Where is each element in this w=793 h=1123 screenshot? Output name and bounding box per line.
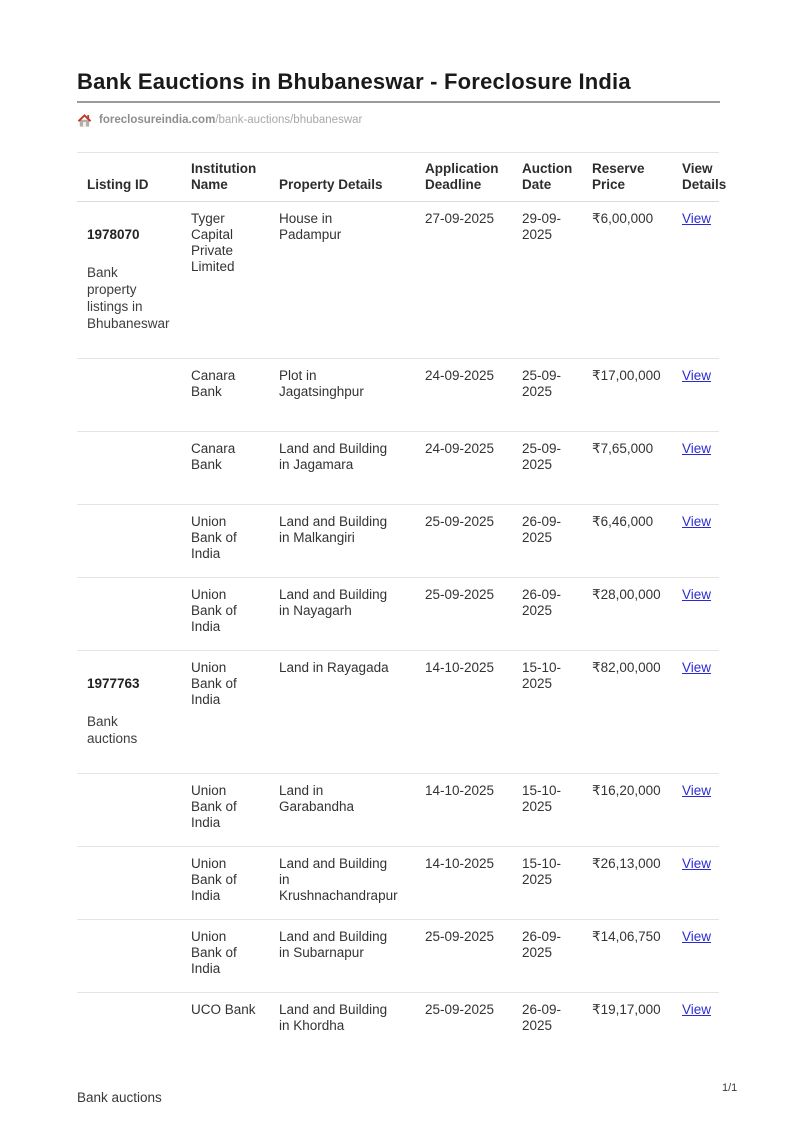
application-deadline: 25-09-2025	[425, 1002, 495, 1017]
property-details: Land and Building in Jagamara	[269, 431, 415, 505]
column-header-property-details: Property Details	[269, 152, 415, 202]
reserve-price: ₹7,65,000	[582, 431, 672, 505]
listing-id: 1978070	[87, 227, 140, 242]
auction-date: 15-10- 2025	[512, 650, 582, 774]
reserve-price: ₹6,46,000	[582, 504, 672, 578]
page-title: Bank Eauctions in Bhubaneswar - Foreclos…	[77, 69, 631, 94]
home-favicon-icon	[77, 113, 92, 128]
table-row: Union Bank of India Land and Building in…	[77, 577, 719, 651]
auction-date: 26-09- 2025	[512, 504, 582, 578]
institution-name: Union Bank of India	[181, 919, 269, 993]
view-link[interactable]: View	[682, 783, 712, 798]
auction-date: 15-10- 2025	[512, 846, 582, 920]
auction-date: 25-09- 2025	[512, 358, 582, 432]
table-row: Canara Bank Plot in Jagatsinghpur 24-09-…	[77, 358, 719, 432]
application-deadline: 25-09-2025	[415, 919, 512, 993]
column-header-application-deadline: Application Deadline	[415, 152, 512, 202]
application-deadline: 14-10-2025	[415, 846, 512, 920]
url-path: /bank-auctions/bhubaneswar	[215, 114, 363, 126]
table-row: UCO Bank Land and Building in Khordha 25…	[77, 993, 719, 1066]
page-number: 1/1	[722, 1082, 738, 1094]
property-details: Land in Rayagada	[269, 650, 415, 774]
reserve-price: ₹6,00,000	[582, 201, 672, 359]
view-link[interactable]: View	[682, 929, 712, 944]
url-domain: foreclosureindia.com	[99, 114, 216, 126]
application-deadline: 14-10-2025	[415, 650, 512, 774]
view-link[interactable]: View	[682, 1002, 712, 1017]
view-link[interactable]: View	[682, 660, 712, 675]
institution-name: Tyger Capital Private Limited	[181, 201, 269, 359]
title-divider	[77, 101, 720, 103]
auction-date: 26-09- 2025	[512, 919, 582, 993]
table-row: Canara Bank Land and Building in Jagamar…	[77, 431, 719, 505]
auction-date: 26-09- 2025	[512, 577, 582, 651]
reserve-price: ₹17,00,000	[582, 358, 672, 432]
footer-note: Bank auctions	[77, 1090, 162, 1105]
reserve-price: ₹26,13,000	[582, 846, 672, 920]
property-details: Land and Building in Nayagarh	[269, 577, 415, 651]
table-row: Union Bank of India Land in Garabandha 1…	[77, 773, 719, 847]
property-details: Land and Building in Khordha	[279, 1002, 388, 1033]
table-row: Union Bank of India Land and Building in…	[77, 919, 719, 993]
property-details: Land and Building in Subarnapur	[269, 919, 415, 993]
table-row: 1977763 Bank auctions Union Bank of Indi…	[77, 650, 719, 774]
listing-note: Bank property listings in Bhubaneswar	[87, 265, 170, 331]
application-deadline: 24-09-2025	[415, 431, 512, 505]
view-link[interactable]: View	[682, 441, 712, 456]
reserve-price: ₹16,20,000	[582, 773, 672, 847]
auction-date: 15-10- 2025	[512, 773, 582, 847]
auction-date: 29-09- 2025	[512, 201, 582, 359]
table-row: 1978070 Bank property listings in Bhuban…	[77, 201, 719, 359]
application-deadline: 25-09-2025	[415, 504, 512, 578]
listing-note: Bank auctions	[87, 714, 138, 746]
column-header-listing-id: Listing ID	[77, 152, 181, 202]
auction-listings-table: Listing ID Institution Name Property Det…	[77, 152, 726, 1066]
application-deadline: 25-09-2025	[415, 577, 512, 651]
column-header-reserve-price: Reserve Price	[582, 152, 672, 202]
institution-name: Canara Bank	[181, 431, 269, 505]
application-deadline: 24-09-2025	[415, 358, 512, 432]
institution-name: Union Bank of India	[181, 650, 269, 774]
property-details: House in Padampur	[269, 201, 415, 359]
auction-date: 25-09- 2025	[512, 431, 582, 505]
institution-name: Union Bank of India	[181, 773, 269, 847]
table-row: Union Bank of India Land and Building in…	[77, 504, 719, 578]
application-deadline: 14-10-2025	[415, 773, 512, 847]
reserve-price: ₹82,00,000	[582, 650, 672, 774]
table-header-row: Listing ID Institution Name Property Det…	[77, 152, 726, 202]
listing-id: 1977763	[87, 676, 140, 691]
table-row: Union Bank of India Land and Building in…	[77, 846, 719, 920]
view-link[interactable]: View	[682, 514, 712, 529]
institution-name: Union Bank of India	[181, 504, 269, 578]
reserve-price: ₹14,06,750	[582, 919, 672, 993]
column-header-view-details: View Details	[672, 152, 726, 202]
view-link[interactable]: View	[682, 587, 712, 602]
institution-name: Canara Bank	[181, 358, 269, 432]
institution-name: UCO Bank	[191, 1002, 256, 1017]
source-url-bar: foreclosureindia.com/bank-auctions/bhuba…	[77, 112, 720, 128]
column-header-auction-date: Auction Date	[512, 152, 582, 202]
institution-name: Union Bank of India	[181, 577, 269, 651]
property-details: Land and Building in Malkangiri	[269, 504, 415, 578]
reserve-price: ₹19,17,000	[592, 1002, 661, 1017]
property-details: Plot in Jagatsinghpur	[269, 358, 415, 432]
property-details: Land and Building in Krushnachandrapur	[269, 846, 415, 920]
property-details: Land in Garabandha	[269, 773, 415, 847]
column-header-institution-name: Institution Name	[181, 152, 269, 202]
view-link[interactable]: View	[682, 856, 712, 871]
application-deadline: 27-09-2025	[415, 201, 512, 359]
view-link[interactable]: View	[682, 368, 712, 383]
institution-name: Union Bank of India	[181, 846, 269, 920]
reserve-price: ₹28,00,000	[582, 577, 672, 651]
auction-date: 26-09- 2025	[522, 1002, 562, 1033]
view-link[interactable]: View	[682, 211, 712, 226]
